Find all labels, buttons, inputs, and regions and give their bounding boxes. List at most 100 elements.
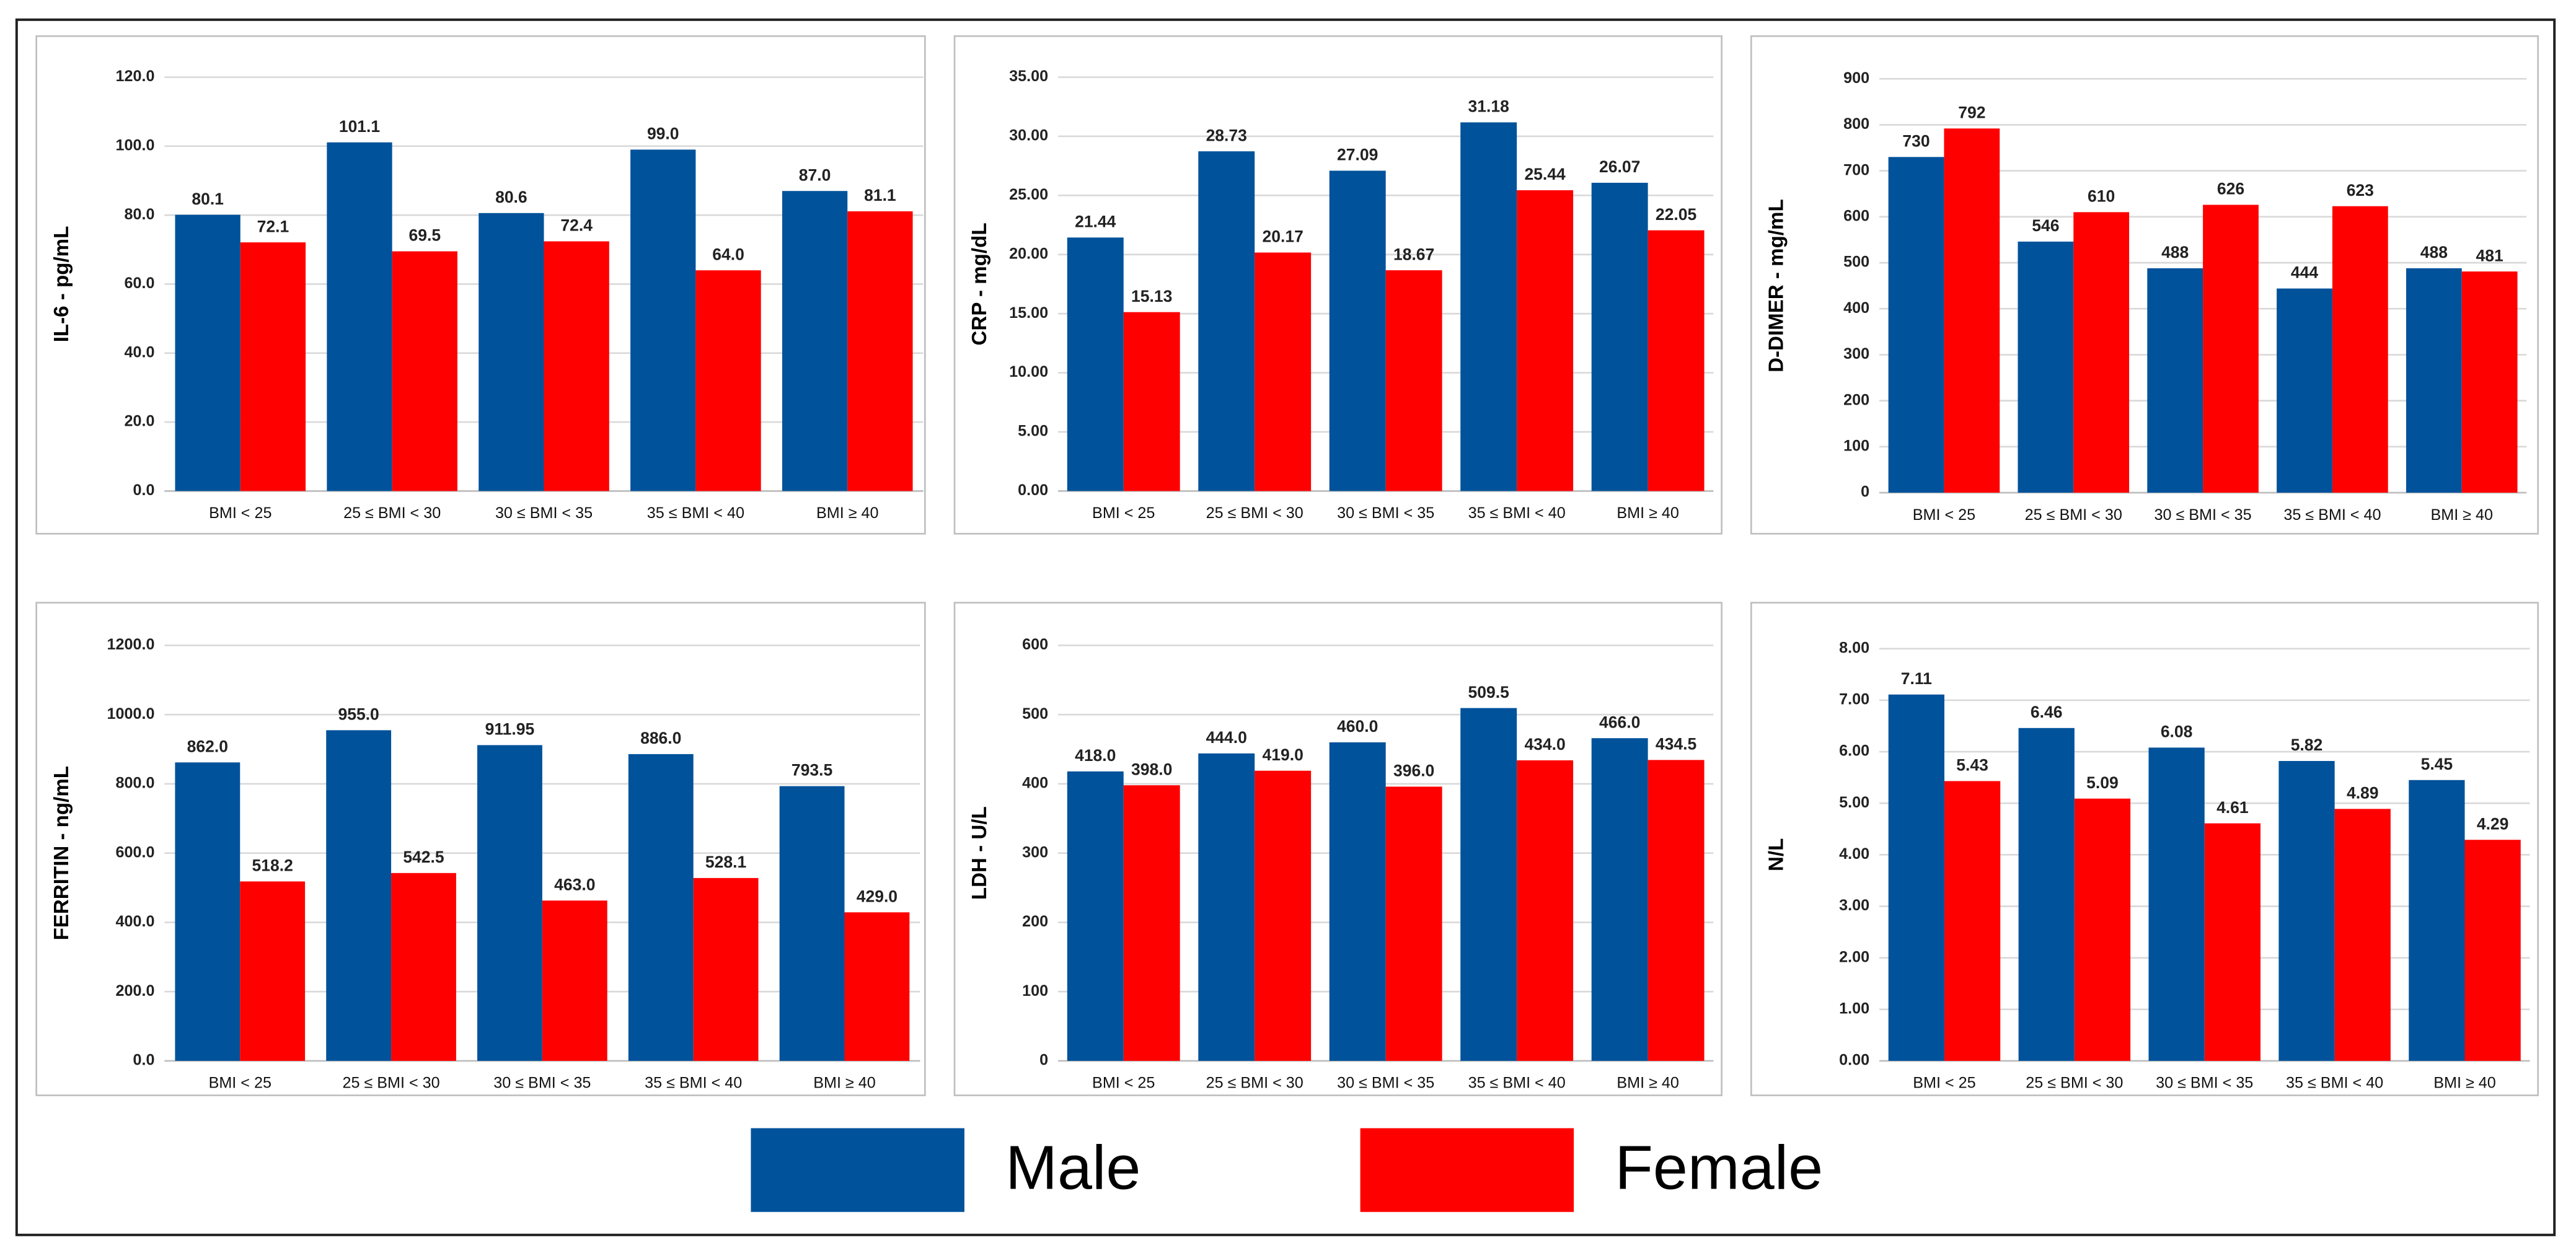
y-axis-title: CRP - mg/dL [968, 222, 991, 345]
value-label: 418.0 [1075, 746, 1116, 765]
value-label: 5.43 [1956, 756, 1988, 775]
bar [1255, 770, 1312, 1061]
bar [1591, 738, 1648, 1061]
y-tick-label: 20.00 [1009, 245, 1048, 262]
x-tick-label: 30 ≤ BMI < 35 [2155, 506, 2252, 524]
value-label: 419.0 [1263, 745, 1303, 764]
y-tick-label: 100 [1843, 437, 1869, 454]
y-tick-label: 1000.0 [107, 705, 155, 723]
x-tick-label: 25 ≤ BMI < 30 [2025, 506, 2122, 524]
value-label: 444.0 [1206, 728, 1247, 747]
y-tick-label: 1200.0 [107, 636, 155, 653]
bar [2204, 823, 2261, 1061]
bar [1591, 182, 1648, 491]
y-tick-label: 0 [1039, 1052, 1048, 1069]
x-tick-label: 35 ≤ BMI < 40 [647, 504, 744, 522]
bar [1385, 786, 1442, 1061]
y-tick-label: 0.00 [1018, 481, 1048, 499]
x-tick-label: BMI ≥ 40 [1617, 1075, 1679, 1092]
bar [477, 745, 542, 1061]
y-tick-label: 7.00 [1839, 691, 1869, 708]
y-tick-label: 300 [1843, 345, 1869, 363]
bar [2148, 747, 2205, 1061]
value-label: 546 [2032, 216, 2059, 235]
value-label: 7.11 [1901, 669, 1932, 688]
y-tick-label: 400 [1843, 299, 1869, 317]
bar [1647, 760, 1705, 1061]
bar [326, 730, 392, 1061]
y-tick-label: 800.0 [116, 775, 155, 792]
bar [175, 214, 240, 491]
y-tick-label: 0.0 [133, 481, 154, 499]
x-tick-label: 35 ≤ BMI < 40 [2283, 506, 2381, 524]
value-label: 4.89 [2347, 784, 2379, 802]
bar [2018, 728, 2075, 1061]
y-tick-label: 400 [1022, 775, 1048, 792]
y-tick-label: 100 [1022, 982, 1048, 1000]
bar [2074, 798, 2131, 1061]
value-label: 18.67 [1393, 245, 1434, 263]
value-label: 481 [2476, 246, 2503, 265]
value-label: 80.1 [192, 190, 224, 208]
value-label: 20.17 [1263, 227, 1303, 246]
bar [1647, 230, 1705, 491]
bar [630, 149, 696, 491]
y-tick-label: 800 [1843, 115, 1869, 133]
value-label: 466.0 [1599, 713, 1640, 731]
x-tick-label: 25 ≤ BMI < 30 [342, 1075, 439, 1092]
bar [2147, 268, 2203, 493]
bar [1329, 742, 1386, 1061]
y-tick-label: 2.00 [1839, 948, 1869, 965]
y-tick-label: 200 [1022, 913, 1048, 930]
y-tick-label: 25.00 [1009, 186, 1048, 203]
y-tick-label: 1.00 [1839, 1000, 1869, 1017]
y-axis-title: FERRITIN - ng/mL [50, 766, 73, 940]
chart-panel [1750, 602, 2539, 1096]
x-tick-label: BMI < 25 [1913, 506, 1975, 524]
y-tick-label: 5.00 [1839, 794, 1869, 811]
bar [1329, 170, 1386, 491]
value-label: 15.13 [1131, 287, 1172, 306]
x-tick-label: 25 ≤ BMI < 30 [343, 504, 441, 522]
y-tick-label: 60.0 [124, 275, 154, 292]
value-label: 6.08 [2161, 723, 2193, 741]
x-tick-label: 35 ≤ BMI < 40 [1468, 504, 1566, 522]
value-label: 101.1 [339, 117, 380, 136]
value-label: 6.46 [2031, 703, 2063, 721]
value-label: 5.82 [2291, 736, 2323, 754]
bar [1067, 771, 1124, 1061]
y-axis-title: D-DIMER - mg/mL [1765, 199, 1788, 372]
bar [1067, 237, 1124, 491]
y-tick-label: 700 [1843, 161, 1869, 178]
value-label: 542.5 [403, 848, 444, 866]
value-label: 488 [2161, 243, 2189, 262]
y-axis-title: N/L [1765, 838, 1788, 871]
y-tick-label: 20.0 [124, 413, 154, 430]
value-label: 460.0 [1337, 717, 1378, 736]
value-label: 886.0 [640, 729, 681, 747]
value-label: 792 [1958, 103, 1985, 121]
y-tick-label: 35.00 [1009, 68, 1048, 85]
bar [2018, 241, 2074, 493]
bar [847, 211, 913, 491]
value-label: 444 [2291, 263, 2318, 282]
y-tick-label: 0 [1861, 483, 1869, 501]
x-tick-label: 35 ≤ BMI < 40 [1468, 1075, 1566, 1092]
bar [479, 213, 544, 491]
x-tick-label: 30 ≤ BMI < 35 [1337, 1075, 1434, 1092]
legend-label: Male [1005, 1133, 1140, 1203]
bar [2464, 840, 2521, 1061]
x-tick-label: BMI < 25 [209, 1075, 271, 1092]
bar [779, 786, 845, 1061]
bar [544, 241, 609, 491]
value-label: 5.45 [2421, 755, 2453, 773]
bar [542, 900, 607, 1061]
bar [1888, 157, 1944, 493]
value-label: 396.0 [1393, 762, 1434, 780]
bar [1460, 122, 1517, 491]
y-tick-label: 600 [1843, 207, 1869, 224]
y-tick-label: 4.00 [1839, 845, 1869, 863]
x-tick-label: BMI < 25 [1092, 1075, 1155, 1092]
